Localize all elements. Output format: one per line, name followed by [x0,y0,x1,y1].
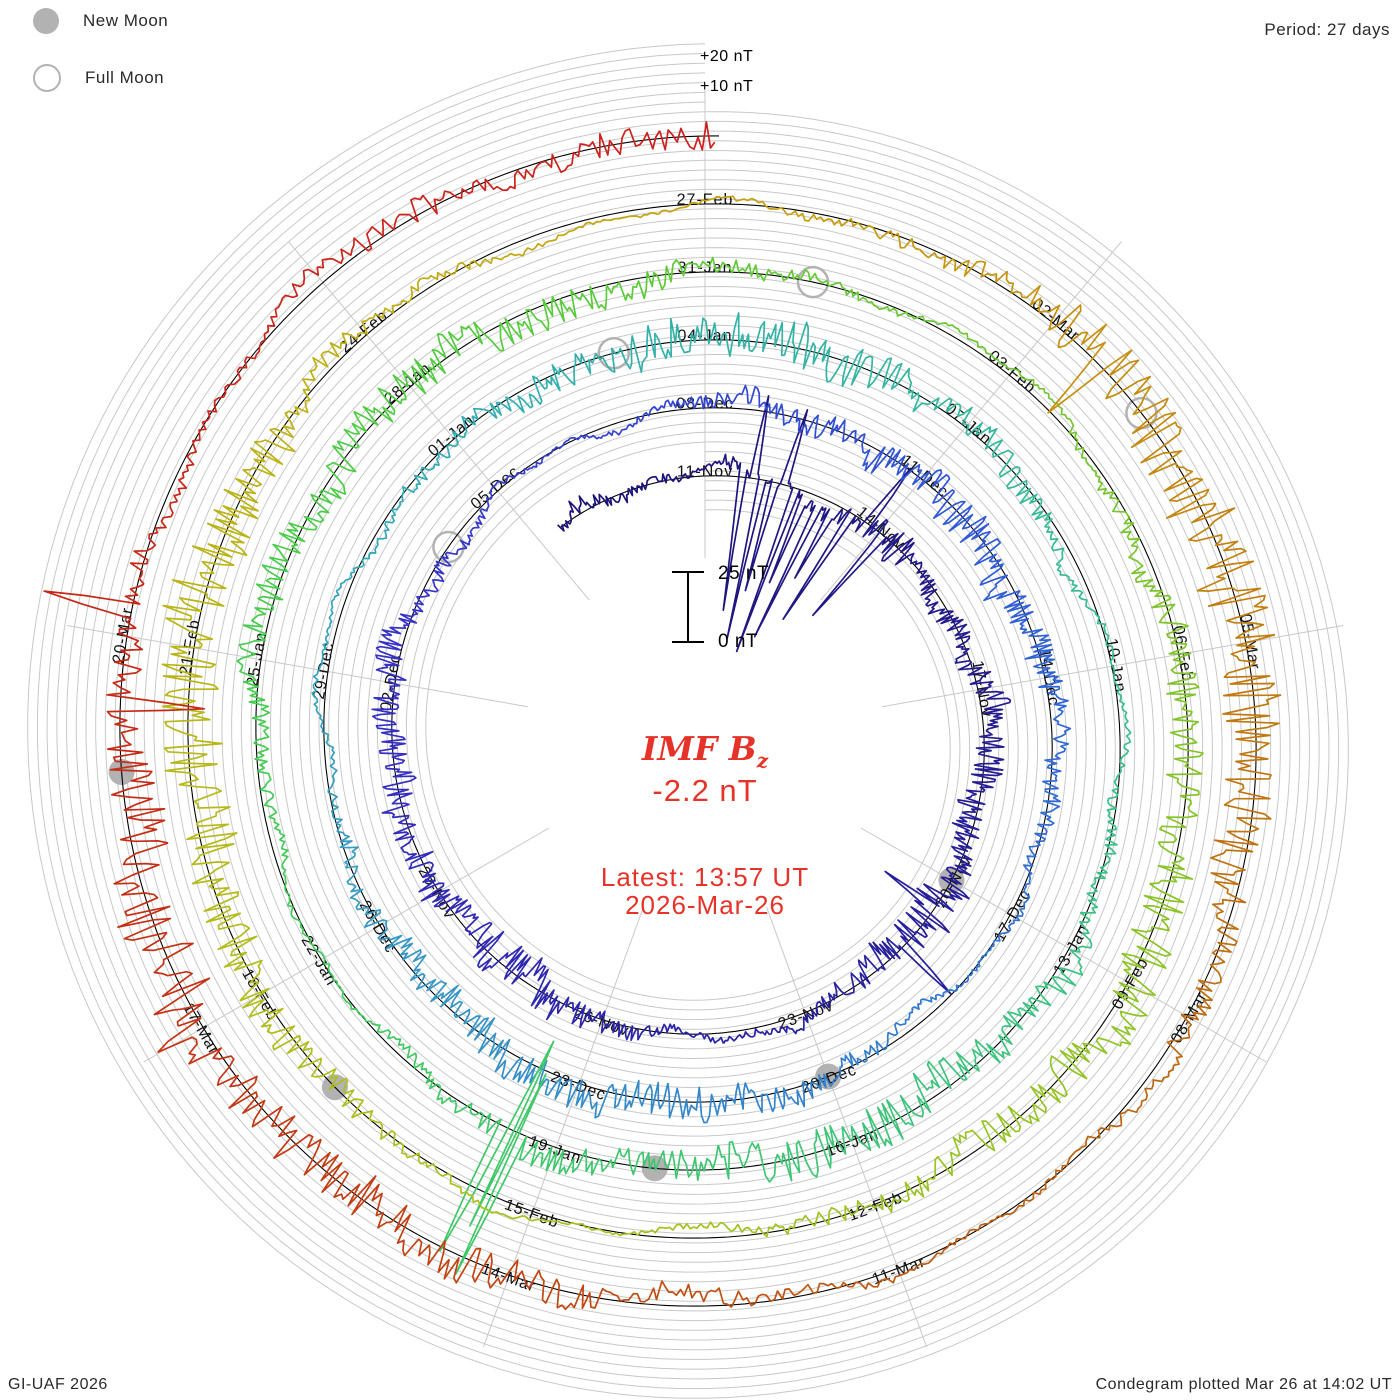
moon-markers [108,265,1158,1182]
date-label: 04-Jan [678,328,733,345]
date-label: 03-Feb [985,348,1039,397]
scale-bar [672,571,704,643]
credit-label: GI-UAF 2026 [8,1376,108,1393]
date-label: 05-Dec [468,463,523,513]
date-label: 26-Dec [356,898,400,956]
period-label: Period: 27 days [1264,20,1390,39]
date-label: 28-Jan [381,360,434,408]
legend-full-moon-label: Full Moon [85,68,165,87]
scalebar-min-label: 0 nT [718,631,759,652]
chart-title: IMF Bz [495,729,915,773]
legend-new-moon-label: New Moon [83,11,169,30]
chart-title-sub: z [756,748,769,773]
current-value: -2.2 nT [652,773,758,808]
full-moon-marker [432,530,465,564]
chart-title-main: IMF B [641,729,757,768]
full-moon-icon [33,64,61,92]
legend-full-moon: Full Moon [33,64,164,92]
bz-trace [43,121,1282,1311]
grid-spokes [66,90,1344,1348]
grid-label-plus20: +20 nT [700,48,754,65]
new-moon-icon [33,8,59,34]
latest-time: Latest: 13:57 UT [600,862,810,892]
legend-new-moon: New Moon [33,8,168,34]
grid-label-plus10: +10 nT [700,78,754,95]
grid-arcs [27,43,1349,1399]
scalebar-max-label: 25 nT [718,563,770,584]
latest-date: 2026-Mar-26 [625,890,785,920]
date-label: 01-Jan [425,412,478,460]
plotted-info-label: Condegram plotted Mar 26 at 14:02 UT [1095,1376,1392,1393]
date-label: 11-Nov [677,464,733,481]
